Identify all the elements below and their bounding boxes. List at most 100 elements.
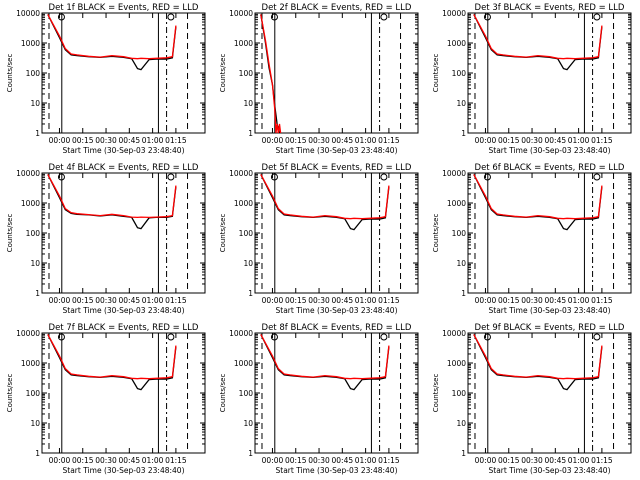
chart-panel-4: Det 4f BLACK = Events, RED = LLD 1 10 100 10… [6, 163, 206, 315]
x-tick-label: 00:15 [72, 456, 94, 465]
plot-frame [254, 332, 419, 454]
flare-marker [167, 173, 175, 181]
x-tick-label: 00:15 [285, 296, 307, 305]
x-tick-label: 01:15 [378, 456, 400, 465]
y-tick-label: 100 [26, 389, 41, 398]
y-axis-label: Counts/sec [432, 374, 440, 413]
y-tick-label: 1000 [21, 199, 40, 208]
flare-marker [57, 333, 65, 341]
chart-title: Det 5f BLACK = Events, RED = LLD [262, 163, 412, 173]
y-tick-label: 1000 [447, 39, 466, 48]
chart-title: Det 4f BLACK = Events, RED = LLD [49, 163, 199, 173]
y-tick-label: 1000 [21, 39, 40, 48]
y-tick-label: 10 [243, 259, 253, 268]
flare-marker [380, 173, 388, 181]
chart-panel-2: Det 2f BLACK = Events, RED = LLD 1 10 100 10… [219, 3, 419, 155]
events-series-line [47, 334, 177, 391]
y-tick-label: 10000 [16, 169, 40, 178]
chart-title: Det 6f BLACK = Events, RED = LLD [475, 163, 625, 173]
flare-marker [270, 173, 278, 181]
x-tick-label: 00:00 [262, 456, 284, 465]
y-tick-label: 1000 [447, 359, 466, 368]
y-tick-label: 10000 [229, 169, 253, 178]
x-axis-label: Start Time (30-Sep-03 23:48:40) [489, 146, 611, 155]
x-tick-label: 01:15 [165, 296, 187, 305]
flare-marker [270, 13, 278, 21]
x-tick-label: 00:30 [95, 456, 117, 465]
x-tick-label: 00:30 [521, 136, 543, 145]
y-tick-label: 10 [243, 419, 253, 428]
plot-frame [41, 12, 206, 134]
flare-marker [270, 333, 278, 341]
x-tick-label: 00:00 [49, 296, 71, 305]
flare-marker [483, 333, 491, 341]
plot-frame [467, 12, 632, 134]
x-tick-label: 00:30 [308, 296, 330, 305]
x-tick-label: 00:30 [308, 136, 330, 145]
lld-series-line [260, 174, 390, 220]
flare-marker [167, 13, 175, 21]
y-tick-label: 100 [452, 229, 467, 238]
x-tick-label: 00:15 [285, 456, 307, 465]
x-tick-label: 00:30 [521, 456, 543, 465]
plot-frame [254, 172, 419, 294]
chart-title: Det 2f BLACK = Events, RED = LLD [262, 3, 412, 13]
x-tick-label: 00:00 [262, 296, 284, 305]
lld-series-line [260, 14, 282, 134]
x-tick-label: 00:45 [119, 296, 141, 305]
y-tick-label: 10 [30, 419, 40, 428]
x-tick-label: 01:00 [355, 136, 377, 145]
y-tick-label: 100 [239, 69, 254, 78]
x-tick-label: 01:15 [591, 296, 613, 305]
y-tick-label: 1 [461, 449, 466, 458]
y-axis-label: Counts/sec [219, 54, 227, 93]
flare-marker [483, 173, 491, 181]
y-tick-label: 1 [35, 289, 40, 298]
chart-panel-9: Det 9f BLACK = Events, RED = LLD 1 10 100 10… [432, 323, 632, 475]
lld-series-line [47, 334, 177, 380]
flare-marker [380, 333, 388, 341]
plot-frame [41, 172, 206, 294]
x-tick-label: 00:15 [285, 136, 307, 145]
x-tick-label: 01:00 [568, 456, 590, 465]
y-tick-label: 10 [456, 259, 466, 268]
flare-marker [593, 333, 601, 341]
x-tick-label: 00:00 [262, 136, 284, 145]
x-tick-label: 00:45 [332, 296, 354, 305]
x-tick-label: 00:30 [521, 296, 543, 305]
x-tick-label: 00:45 [545, 296, 567, 305]
chart-panel-5: Det 5f BLACK = Events, RED = LLD 1 10 100 10… [219, 163, 419, 315]
flare-marker [483, 13, 491, 21]
x-tick-label: 00:00 [475, 456, 497, 465]
events-series-line [473, 174, 603, 231]
chart-title: Det 8f BLACK = Events, RED = LLD [262, 323, 412, 333]
y-tick-label: 100 [239, 389, 254, 398]
y-tick-label: 1000 [447, 199, 466, 208]
y-axis-label: Counts/sec [432, 214, 440, 253]
y-axis-label: Counts/sec [219, 214, 227, 253]
x-tick-label: 01:15 [378, 136, 400, 145]
y-tick-label: 10000 [442, 9, 466, 18]
y-tick-label: 10000 [229, 9, 253, 18]
x-tick-label: 01:00 [355, 296, 377, 305]
y-tick-label: 100 [26, 229, 41, 238]
x-tick-label: 01:00 [142, 456, 164, 465]
flare-marker [593, 13, 601, 21]
x-axis-label: Start Time (30-Sep-03 23:48:40) [63, 466, 185, 475]
events-series-line [47, 14, 177, 71]
x-tick-label: 01:00 [142, 296, 164, 305]
y-tick-label: 1000 [234, 359, 253, 368]
y-tick-label: 10 [30, 99, 40, 108]
y-tick-label: 100 [452, 389, 467, 398]
events-series-line [47, 174, 177, 230]
x-tick-label: 00:15 [498, 136, 520, 145]
x-axis-label: Start Time (30-Sep-03 23:48:40) [489, 466, 611, 475]
chart-title: Det 9f BLACK = Events, RED = LLD [475, 323, 625, 333]
x-tick-label: 00:15 [72, 136, 94, 145]
flare-marker [57, 13, 65, 21]
x-tick-label: 01:15 [591, 456, 613, 465]
y-tick-label: 1 [461, 129, 466, 138]
plot-frame [467, 332, 632, 454]
y-tick-label: 1 [461, 289, 466, 298]
x-tick-label: 00:15 [498, 456, 520, 465]
